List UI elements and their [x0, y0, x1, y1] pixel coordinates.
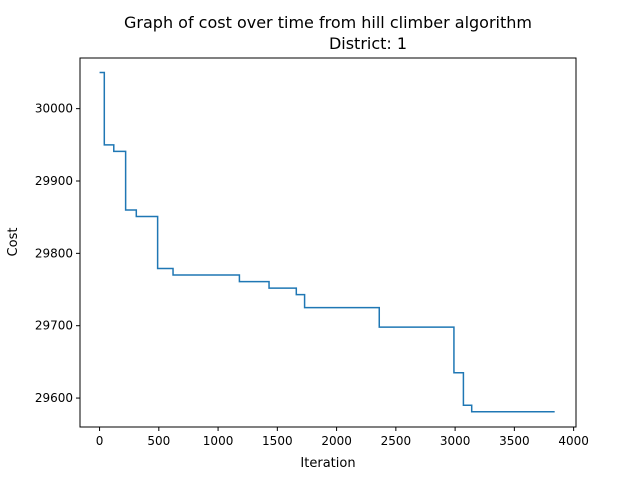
series-layer [99, 71, 555, 413]
cost-step-line [99, 71, 555, 413]
x-tick-label: 500 [147, 434, 170, 448]
x-tick-label: 1500 [262, 434, 293, 448]
y-tick-label: 29700 [35, 319, 73, 333]
y-tick-label: 29800 [35, 246, 73, 260]
y-tick-label: 29600 [35, 391, 73, 405]
x-tick-label: 2000 [321, 434, 352, 448]
x-tick-label: 3500 [499, 434, 530, 448]
y-axis-label: Cost [6, 228, 21, 257]
x-tick-label: 3000 [440, 434, 471, 448]
x-tick-label: 0 [96, 434, 104, 448]
x-tick-label: 4000 [558, 434, 589, 448]
chart-title-line-1: Graph of cost over time from hill climbe… [124, 13, 532, 32]
x-axis-label: Iteration [300, 456, 355, 471]
chart-title-line-2: District: 1 [329, 34, 407, 53]
y-tick-label: 29900 [35, 174, 73, 188]
x-tick-label: 2500 [381, 434, 412, 448]
y-tick-label: 30000 [35, 102, 73, 116]
axis-ticks: 0 500 1000 1500 2000 2500 3000 3500 4000 29600 297… [35, 102, 589, 448]
plot-frame [79, 57, 577, 428]
x-tick-label: 1000 [203, 434, 234, 448]
